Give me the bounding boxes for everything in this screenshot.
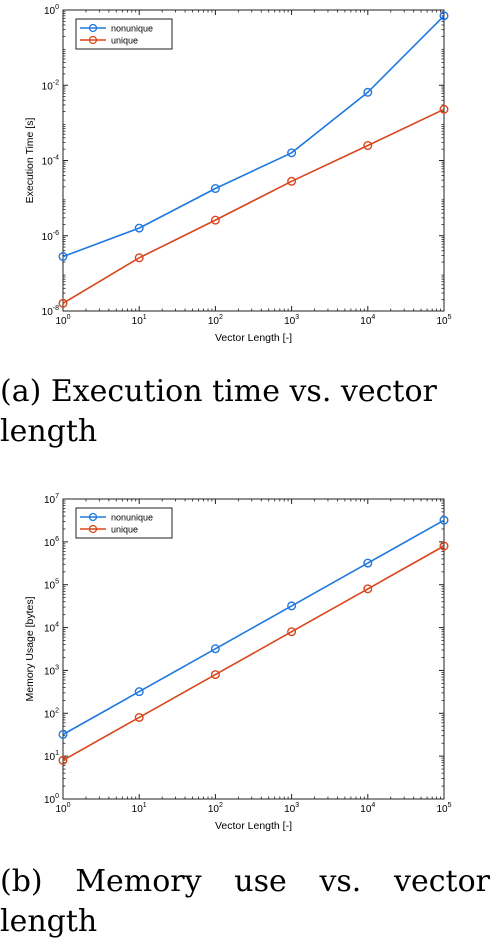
x-tick-label: 100 bbox=[55, 802, 70, 815]
y-tick-label: 104 bbox=[44, 622, 59, 635]
x-tick-label: 105 bbox=[436, 314, 451, 327]
data-point-nonunique bbox=[439, 11, 449, 21]
data-point-unique bbox=[287, 176, 297, 186]
data-point-unique bbox=[134, 712, 144, 722]
x-tick-label: 101 bbox=[132, 314, 147, 327]
legend-swatch-marker bbox=[88, 524, 98, 534]
x-tick-label: 102 bbox=[208, 314, 223, 327]
y-tick-label: 100 bbox=[44, 793, 59, 806]
data-point-unique bbox=[58, 298, 68, 308]
y-tick-label: 10-2 bbox=[42, 79, 59, 92]
plot-frame bbox=[62, 498, 445, 800]
x-tick-label: 100 bbox=[55, 314, 70, 327]
x-axis-label: Vector Length [-] bbox=[215, 332, 292, 344]
legend-label: unique bbox=[111, 525, 138, 535]
caption-b-word: (b) bbox=[0, 864, 43, 899]
caption-a: (a) Execution time vs. vector length bbox=[0, 372, 492, 452]
caption-b-word: vector bbox=[394, 864, 490, 899]
y-axis-label: Execution Time [s] bbox=[24, 118, 36, 204]
caption-b-line-2: length bbox=[0, 904, 98, 939]
data-point-unique bbox=[134, 253, 144, 263]
y-tick-label: 103 bbox=[44, 664, 59, 677]
caption-a-line-2: length bbox=[0, 414, 98, 449]
series-line-unique bbox=[62, 545, 445, 761]
caption-b-word: use bbox=[234, 864, 287, 899]
x-tick-label: 103 bbox=[284, 314, 299, 327]
y-tick-label: 10-8 bbox=[42, 305, 59, 318]
data-point-unique bbox=[439, 104, 449, 114]
caption-b-line-1: (b) Memory use vs. vector bbox=[0, 862, 490, 902]
data-point-unique bbox=[363, 584, 373, 594]
data-point-nonunique bbox=[363, 87, 373, 97]
data-point-nonunique bbox=[439, 515, 449, 525]
data-point-unique bbox=[210, 215, 220, 225]
legend-label: unique bbox=[111, 36, 138, 46]
legend-swatch-marker bbox=[88, 23, 98, 33]
data-point-unique bbox=[439, 541, 449, 551]
series-line-nonunique bbox=[62, 15, 445, 258]
y-tick-label: 10-4 bbox=[42, 155, 59, 168]
x-tick-label: 104 bbox=[360, 802, 375, 815]
y-tick-label: 102 bbox=[44, 707, 59, 720]
y-tick-label: 105 bbox=[44, 579, 59, 592]
data-point-nonunique bbox=[58, 729, 68, 739]
caption-b-word: vs. bbox=[319, 864, 362, 899]
data-point-unique bbox=[363, 141, 373, 151]
x-axis-label: Vector Length [-] bbox=[215, 820, 292, 832]
data-point-unique bbox=[58, 755, 68, 765]
series-line-nonunique bbox=[62, 519, 445, 736]
data-point-unique bbox=[287, 627, 297, 637]
caption-a-line-1: (a) Execution time vs. vector bbox=[0, 374, 437, 409]
y-tick-label: 101 bbox=[44, 750, 59, 763]
data-point-unique bbox=[210, 670, 220, 680]
data-point-nonunique bbox=[287, 601, 297, 611]
x-tick-label: 103 bbox=[284, 802, 299, 815]
y-tick-label: 107 bbox=[44, 493, 59, 506]
data-point-nonunique bbox=[363, 558, 373, 568]
execution-time-chart: 100 101 102 103 104 105 10-8 10-6 10-4 10-2 100 Vec… bbox=[24, 4, 452, 344]
legend-swatch-marker bbox=[88, 512, 98, 522]
legend-label: nonunique bbox=[111, 513, 153, 523]
data-point-nonunique bbox=[134, 223, 144, 233]
data-point-nonunique bbox=[210, 184, 220, 194]
data-point-nonunique bbox=[134, 687, 144, 697]
x-tick-label: 105 bbox=[436, 802, 451, 815]
y-tick-label: 106 bbox=[44, 536, 59, 549]
x-tick-label: 104 bbox=[360, 314, 375, 327]
caption-b: (b) Memory use vs. vector length bbox=[0, 862, 492, 942]
y-axis-label: Memory Usage [bytes] bbox=[24, 596, 36, 701]
plot-frame bbox=[62, 9, 445, 312]
data-point-nonunique bbox=[287, 148, 297, 158]
data-point-nonunique bbox=[58, 252, 68, 262]
data-point-nonunique bbox=[210, 644, 220, 654]
legend-swatch-marker bbox=[88, 35, 98, 45]
y-tick-label: 100 bbox=[44, 4, 59, 17]
x-tick-label: 102 bbox=[208, 802, 223, 815]
caption-b-word: Memory bbox=[75, 864, 202, 899]
y-tick-label: 10-6 bbox=[42, 230, 59, 243]
memory-usage-chart: 100 101 102 103 104 105 100 101 102 103 104 105 106 1… bbox=[24, 493, 452, 832]
legend-label: nonunique bbox=[111, 24, 153, 34]
x-tick-label: 101 bbox=[132, 802, 147, 815]
series-line-unique bbox=[62, 108, 445, 304]
